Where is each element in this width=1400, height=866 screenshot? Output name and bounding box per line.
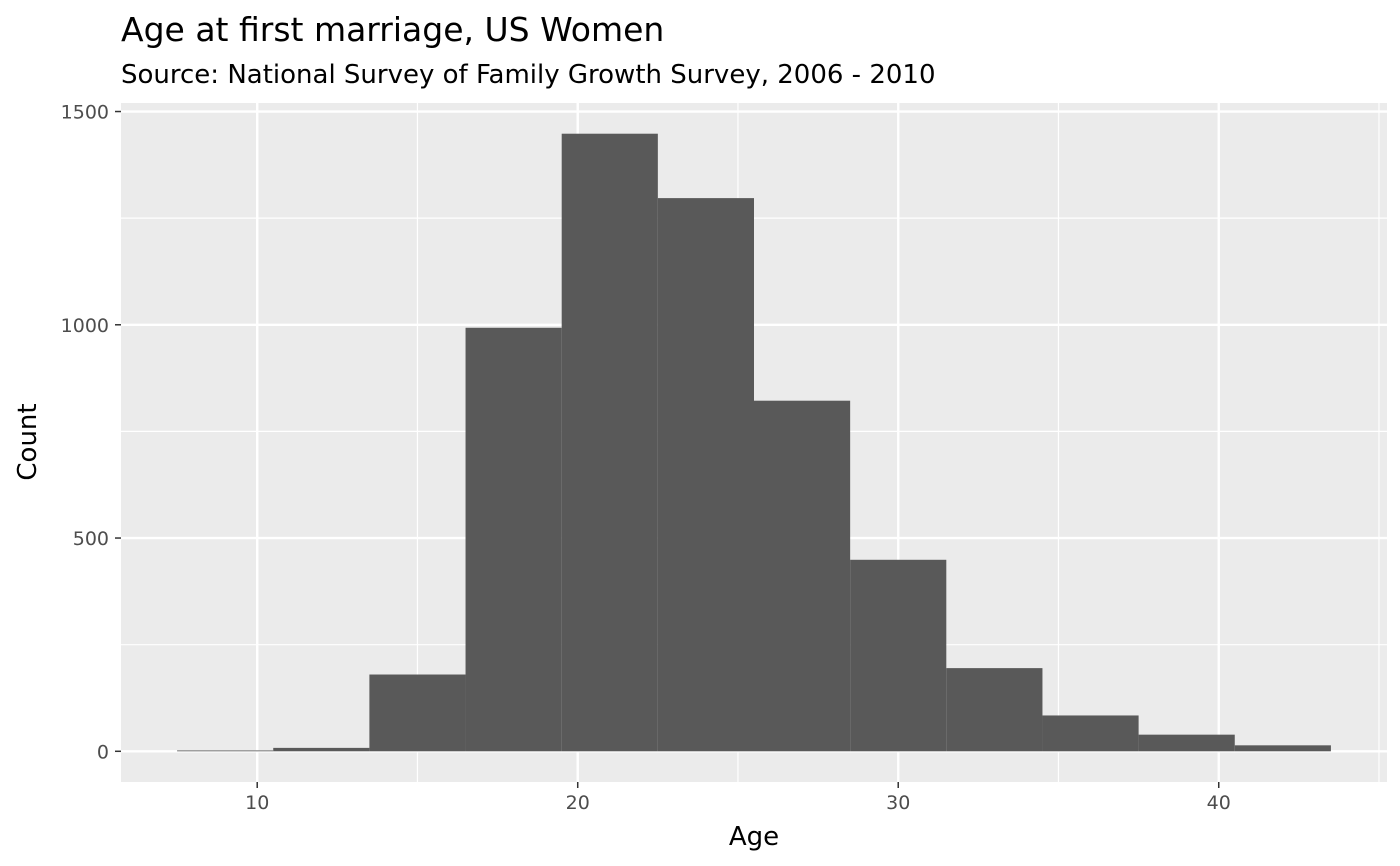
y-axis-title: Count [13,403,43,480]
histogram-bar [1234,745,1331,752]
chart-subtitle: Source: National Survey of Family Growth… [121,60,935,90]
histogram-bar [1042,715,1139,752]
y-tick-label: 1500 [61,102,109,124]
x-tick-label: 10 [245,792,269,814]
histogram-bar [465,327,562,752]
x-tick-label: 20 [566,792,590,814]
histogram-bar [369,674,466,752]
x-tick-label: 30 [886,792,910,814]
x-axis: 10 20 30 40 [245,782,1231,814]
x-tick-label: 40 [1207,792,1231,814]
histogram-bar [946,668,1043,752]
histogram-bar [657,198,754,752]
histogram-bar [561,133,658,752]
histogram-bar [754,400,851,752]
histogram-bar [177,750,274,752]
x-axis-title: Age [729,822,779,852]
histogram-bars [177,133,1331,752]
y-tick-label: 1000 [61,315,109,337]
y-tick-label: 500 [73,528,109,550]
y-axis: 0 500 1000 1500 [61,102,121,763]
chart-title: Age at first marriage, US Women [121,10,664,49]
histogram-bar [1138,734,1235,752]
y-tick-label: 0 [97,741,109,763]
histogram-bar [273,747,370,752]
histogram-bar [850,559,947,752]
